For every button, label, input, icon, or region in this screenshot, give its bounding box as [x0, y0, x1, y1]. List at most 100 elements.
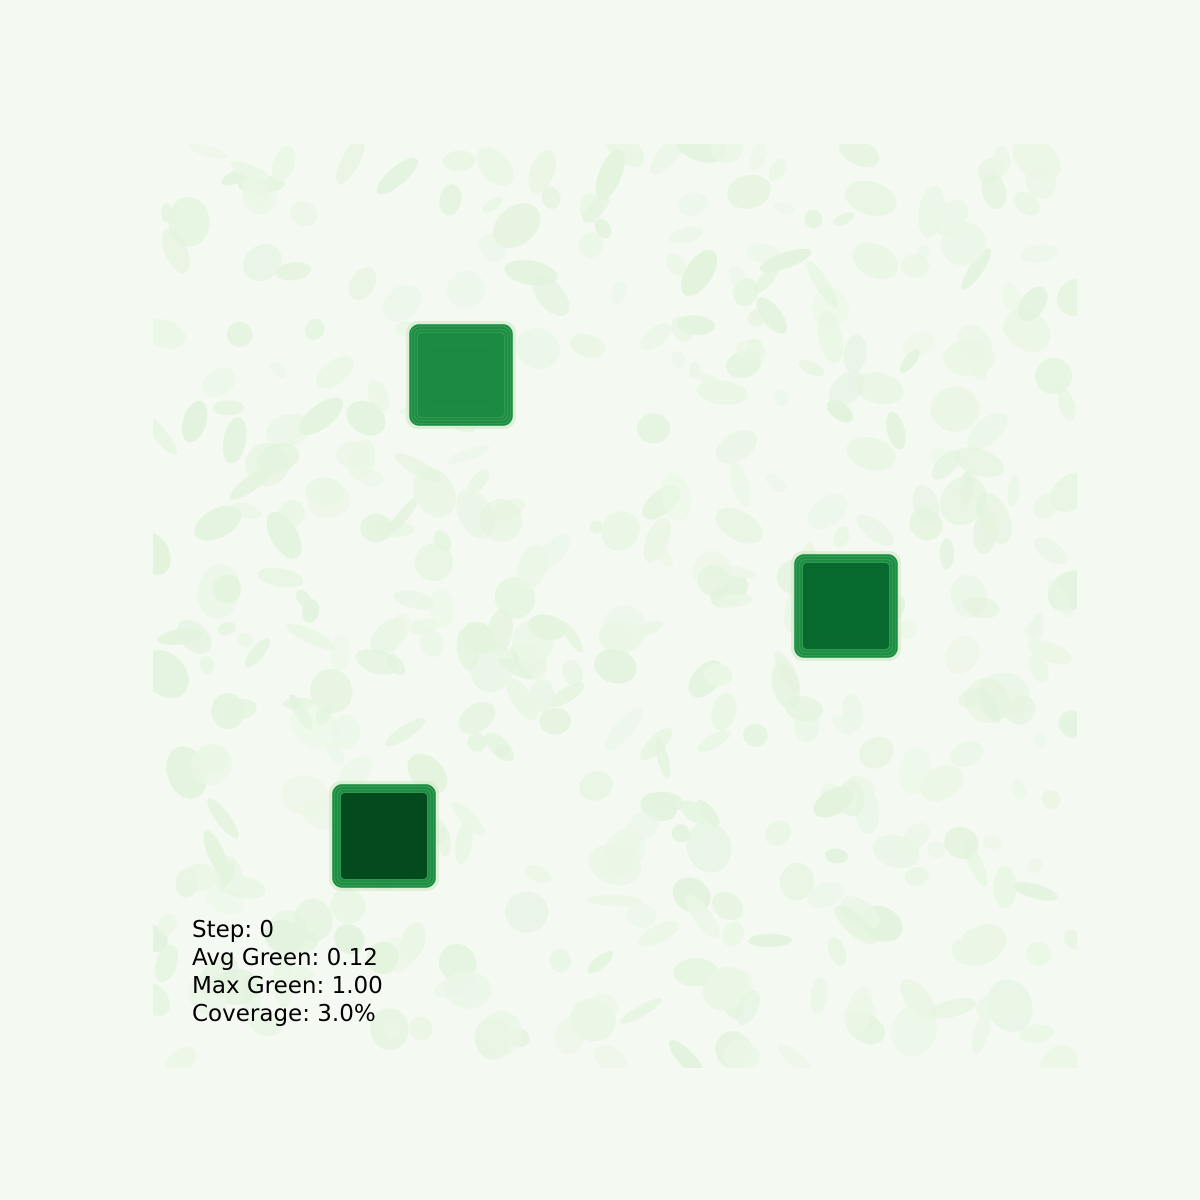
noise-blob — [1041, 789, 1061, 810]
noise-blob — [532, 275, 570, 317]
noise-blob — [886, 411, 906, 450]
noise-blob — [916, 244, 929, 262]
noise-blob — [826, 400, 854, 423]
noise-blob — [1033, 732, 1048, 749]
noise-blob — [594, 218, 612, 239]
noise-blob — [433, 530, 452, 552]
noise-blob — [993, 866, 1017, 909]
noise-blob — [579, 193, 602, 224]
patch-bottom-left-inner — [355, 807, 413, 865]
patch-top-inner — [432, 347, 490, 403]
noise-blob — [562, 660, 584, 687]
noise-blob — [756, 297, 787, 334]
patch-layer — [329, 321, 901, 891]
noise-blob — [382, 284, 422, 322]
noise-blob — [954, 447, 1004, 478]
noise-blob — [355, 648, 399, 675]
noise-blob — [385, 613, 411, 646]
noise-blob — [336, 144, 365, 185]
noise-blob — [569, 333, 606, 358]
patch-top — [406, 321, 516, 429]
noise-blob — [817, 310, 844, 364]
noise-blob — [1026, 941, 1052, 966]
noise-blob — [182, 863, 217, 892]
noise-blob — [806, 261, 838, 308]
noise-blob — [798, 359, 825, 377]
patch-right-contour — [797, 557, 895, 655]
noise-blob — [188, 144, 228, 159]
noise-blob — [927, 840, 946, 858]
noise-blob — [660, 472, 692, 522]
noise-blob — [844, 180, 897, 217]
noise-blob — [839, 144, 880, 168]
noise-blob — [207, 798, 239, 839]
noise-blob — [589, 520, 603, 534]
noise-blob — [348, 267, 377, 300]
noise-blob — [625, 811, 659, 842]
noise-blob — [242, 176, 278, 215]
noise-blob — [671, 315, 694, 342]
noise-blob — [754, 265, 779, 293]
noise-blob — [549, 948, 571, 973]
noise-blob — [828, 371, 865, 406]
patch-right-contour — [800, 560, 892, 652]
noise-blob — [1063, 929, 1077, 949]
noise-blob — [944, 635, 980, 674]
noise-blob — [736, 340, 768, 362]
noise-blob — [749, 144, 768, 171]
noise-blob — [153, 532, 171, 575]
noise-blob — [211, 693, 245, 730]
noise-blob — [168, 196, 210, 247]
noise-blob — [1056, 278, 1077, 317]
noise-blob — [773, 202, 795, 214]
noise-blob — [199, 656, 215, 675]
noise-blob — [181, 400, 208, 443]
noise-blob — [458, 702, 496, 734]
noise-blob — [909, 507, 943, 541]
noise-blob — [366, 941, 399, 975]
noise-blob — [854, 372, 904, 405]
noise-blob — [1029, 612, 1044, 640]
noise-blob — [153, 415, 178, 456]
noise-blob — [680, 800, 709, 824]
noise-blob — [383, 1021, 401, 1039]
noise-blob — [393, 590, 435, 610]
noise-blob — [785, 696, 823, 722]
noise-blob — [899, 348, 920, 374]
noise-blob — [944, 826, 979, 860]
noise-blob — [504, 260, 558, 286]
noise-blob — [203, 830, 229, 878]
noise-blob — [1012, 780, 1026, 800]
noise-blob — [299, 397, 344, 436]
noise-blob — [428, 588, 455, 629]
noise-blob — [275, 262, 311, 281]
noise-blob — [685, 894, 720, 939]
noise-blob — [257, 567, 304, 588]
patch-bottom-left-contour — [335, 787, 433, 885]
noise-blob — [971, 1010, 991, 1055]
noise-blob — [639, 323, 672, 351]
step-label: Step: 0 — [192, 917, 275, 943]
noise-blob — [470, 643, 515, 693]
noise-blob — [245, 638, 270, 668]
noise-blob — [266, 511, 302, 559]
noise-blob — [517, 544, 548, 590]
noise-blob — [972, 511, 998, 555]
noise-blob — [807, 493, 848, 529]
noise-blob — [828, 937, 847, 966]
noise-blob — [1002, 324, 1016, 340]
noise-blob — [1005, 695, 1036, 725]
noise-blob — [304, 318, 325, 340]
noise-blob — [570, 998, 616, 1042]
noise-blob — [164, 1046, 197, 1068]
noise-blob — [153, 650, 189, 698]
noise-blob — [595, 149, 625, 200]
patch-top-contour — [415, 330, 507, 420]
noise-blob — [771, 662, 800, 710]
noise-blob — [385, 718, 426, 747]
noise-blob — [272, 145, 296, 183]
noise-blob — [949, 740, 984, 768]
noise-blob — [696, 799, 720, 826]
noise-blob — [680, 249, 718, 296]
noise-blob — [728, 266, 746, 286]
